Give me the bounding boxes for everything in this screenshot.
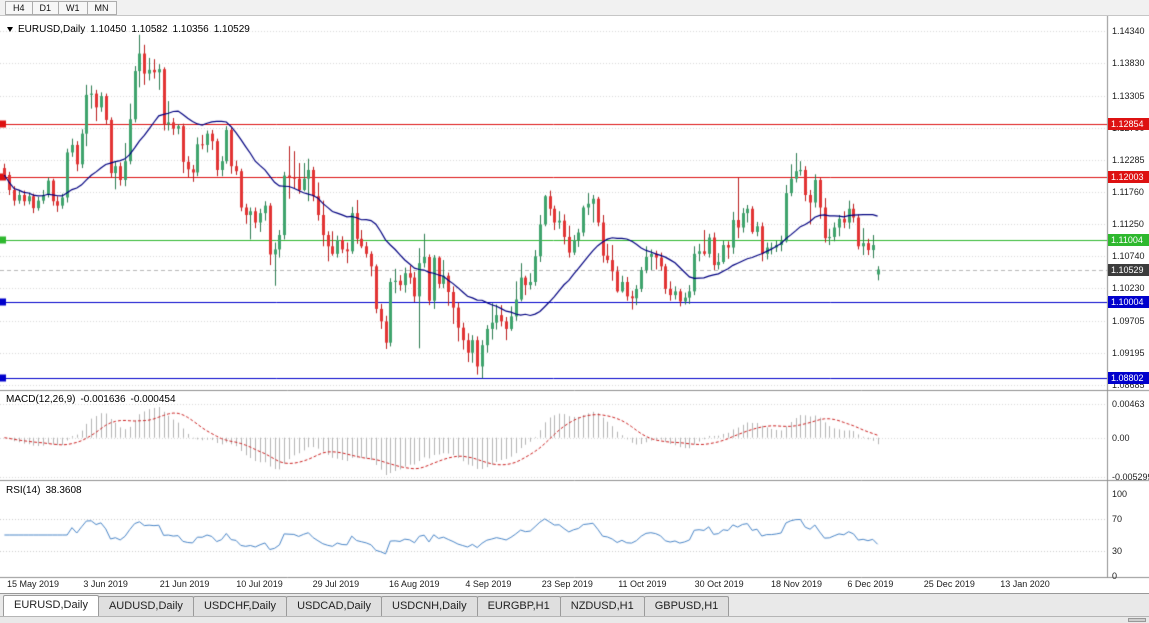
price-line-tag[interactable]: 1.12854 (1108, 118, 1149, 130)
price-axis-label: 1.11250 (1112, 219, 1144, 229)
rsi-axis-label: 0 (1112, 571, 1118, 581)
rsi-value: 38.3608 (45, 485, 82, 496)
date-axis-label: 4 Sep 2019 (465, 579, 512, 589)
date-axis-label: 23 Sep 2019 (541, 579, 593, 589)
ohlc-high: 1.10582 (131, 24, 168, 35)
date-axis-label: 3 Jun 2019 (83, 579, 128, 589)
macd-indicator-label: MACD(12,26,9) (6, 394, 76, 405)
chart-area: EURUSD,Daily 1.10450 1.10582 1.10356 1.10529… (0, 16, 1149, 593)
date-axis-label: 10 Jul 2019 (236, 579, 283, 589)
price-line-tag[interactable]: 1.08802 (1108, 372, 1149, 384)
macd-signal-value: -0.000454 (130, 394, 176, 405)
chart-tab-usdcad-daily[interactable]: USDCAD,Daily (286, 596, 383, 616)
date-axis-label: 21 Jun 2019 (159, 579, 210, 589)
timeframe-toolbar: H4 D1 W1 MN (0, 0, 1149, 16)
price-axis-label: 1.09195 (1112, 348, 1145, 358)
ohlc-close: 1.10529 (213, 24, 250, 35)
chart-tab-nzdusd-h1[interactable]: NZDUSD,H1 (559, 596, 645, 616)
timeframe-button-w1[interactable]: W1 (58, 0, 88, 15)
date-axis-label: 16 Aug 2019 (389, 579, 440, 589)
chart-tab-audusd-daily[interactable]: AUDUSD,Daily (97, 596, 194, 616)
price-axis-label: 1.13305 (1112, 91, 1145, 101)
price-axis-label: 1.14340 (1112, 26, 1145, 36)
date-axis-label: 13 Jan 2020 (1000, 579, 1050, 589)
rsi-axis-label: 70 (1112, 514, 1123, 524)
date-axis-label: 11 Oct 2019 (618, 579, 667, 589)
price-line-tag[interactable]: 1.10004 (1108, 296, 1149, 308)
chart-tab-eurgbp-h1[interactable]: EURGBP,H1 (476, 596, 561, 616)
date-axis-label: 30 Oct 2019 (694, 579, 744, 589)
macd-axis-label: 0.00 (1112, 433, 1130, 443)
price-line-tag[interactable]: 1.11004 (1108, 234, 1149, 246)
timeframe-button-mn[interactable]: MN (86, 0, 117, 15)
price-axis-label: 1.11760 (1112, 187, 1144, 197)
date-axis-label: 6 Dec 2019 (847, 579, 894, 589)
macd-axis-label: -0.005299 (1112, 472, 1149, 482)
chart-tab-bar: EURUSD,Daily AUDUSD,Daily USDCHF,Daily USDC… (0, 593, 1149, 616)
rsi-axis-label: 100 (1112, 489, 1128, 499)
price-axis-label: 1.10740 (1112, 251, 1145, 261)
date-axis-label: 29 Jul 2019 (312, 579, 360, 589)
price-line-tag[interactable]: 1.12003 (1108, 171, 1149, 183)
macd-main-value: -0.001636 (80, 394, 126, 405)
rsi-pane-header: RSI(14) 38.3608 (6, 485, 87, 496)
price-axis-label: 1.08685 (1112, 380, 1145, 390)
date-axis-label: 15 May 2019 (7, 579, 60, 589)
price-axis-label: 1.12285 (1112, 155, 1145, 165)
price-axis-label: 1.10230 (1112, 283, 1145, 293)
chart-ohlc-header: EURUSD,Daily 1.10450 1.10582 1.10356 1.10529 (6, 24, 255, 35)
bottom-scrollbar-track[interactable] (0, 616, 1149, 623)
price-axis-label: 1.13830 (1112, 58, 1145, 68)
chart-tab-usdcnh-daily[interactable]: USDCNH,Daily (381, 596, 478, 616)
chart-tab-usdchf-daily[interactable]: USDCHF,Daily (192, 596, 288, 616)
macd-axis-label: 0.00463 (1112, 399, 1145, 409)
ohlc-open: 1.10450 (90, 24, 127, 35)
macd-pane-header: MACD(12,26,9) -0.001636 -0.000454 (6, 394, 181, 405)
price-chart-canvas[interactable] (0, 16, 1149, 593)
timeframe-button-h4[interactable]: H4 (5, 0, 33, 15)
scrollbar-thumb[interactable] (1128, 618, 1146, 622)
current-price-tag: 1.10529 (1108, 264, 1149, 276)
date-axis-label: 25 Dec 2019 (923, 579, 975, 589)
chart-tab-gbpusd-h1[interactable]: GBPUSD,H1 (643, 596, 730, 616)
chart-dropdown-icon[interactable] (7, 26, 13, 32)
price-axis-label: 1.09705 (1112, 316, 1145, 326)
rsi-axis-label: 30 (1112, 546, 1123, 556)
timeframe-button-d1[interactable]: D1 (31, 0, 60, 15)
date-axis-label: 18 Nov 2019 (771, 579, 823, 589)
rsi-indicator-label: RSI(14) (6, 485, 41, 496)
chart-symbol-label: EURUSD,Daily (18, 24, 86, 35)
ohlc-low: 1.10356 (172, 24, 209, 35)
chart-tab-eurusd-daily[interactable]: EURUSD,Daily (3, 595, 99, 616)
